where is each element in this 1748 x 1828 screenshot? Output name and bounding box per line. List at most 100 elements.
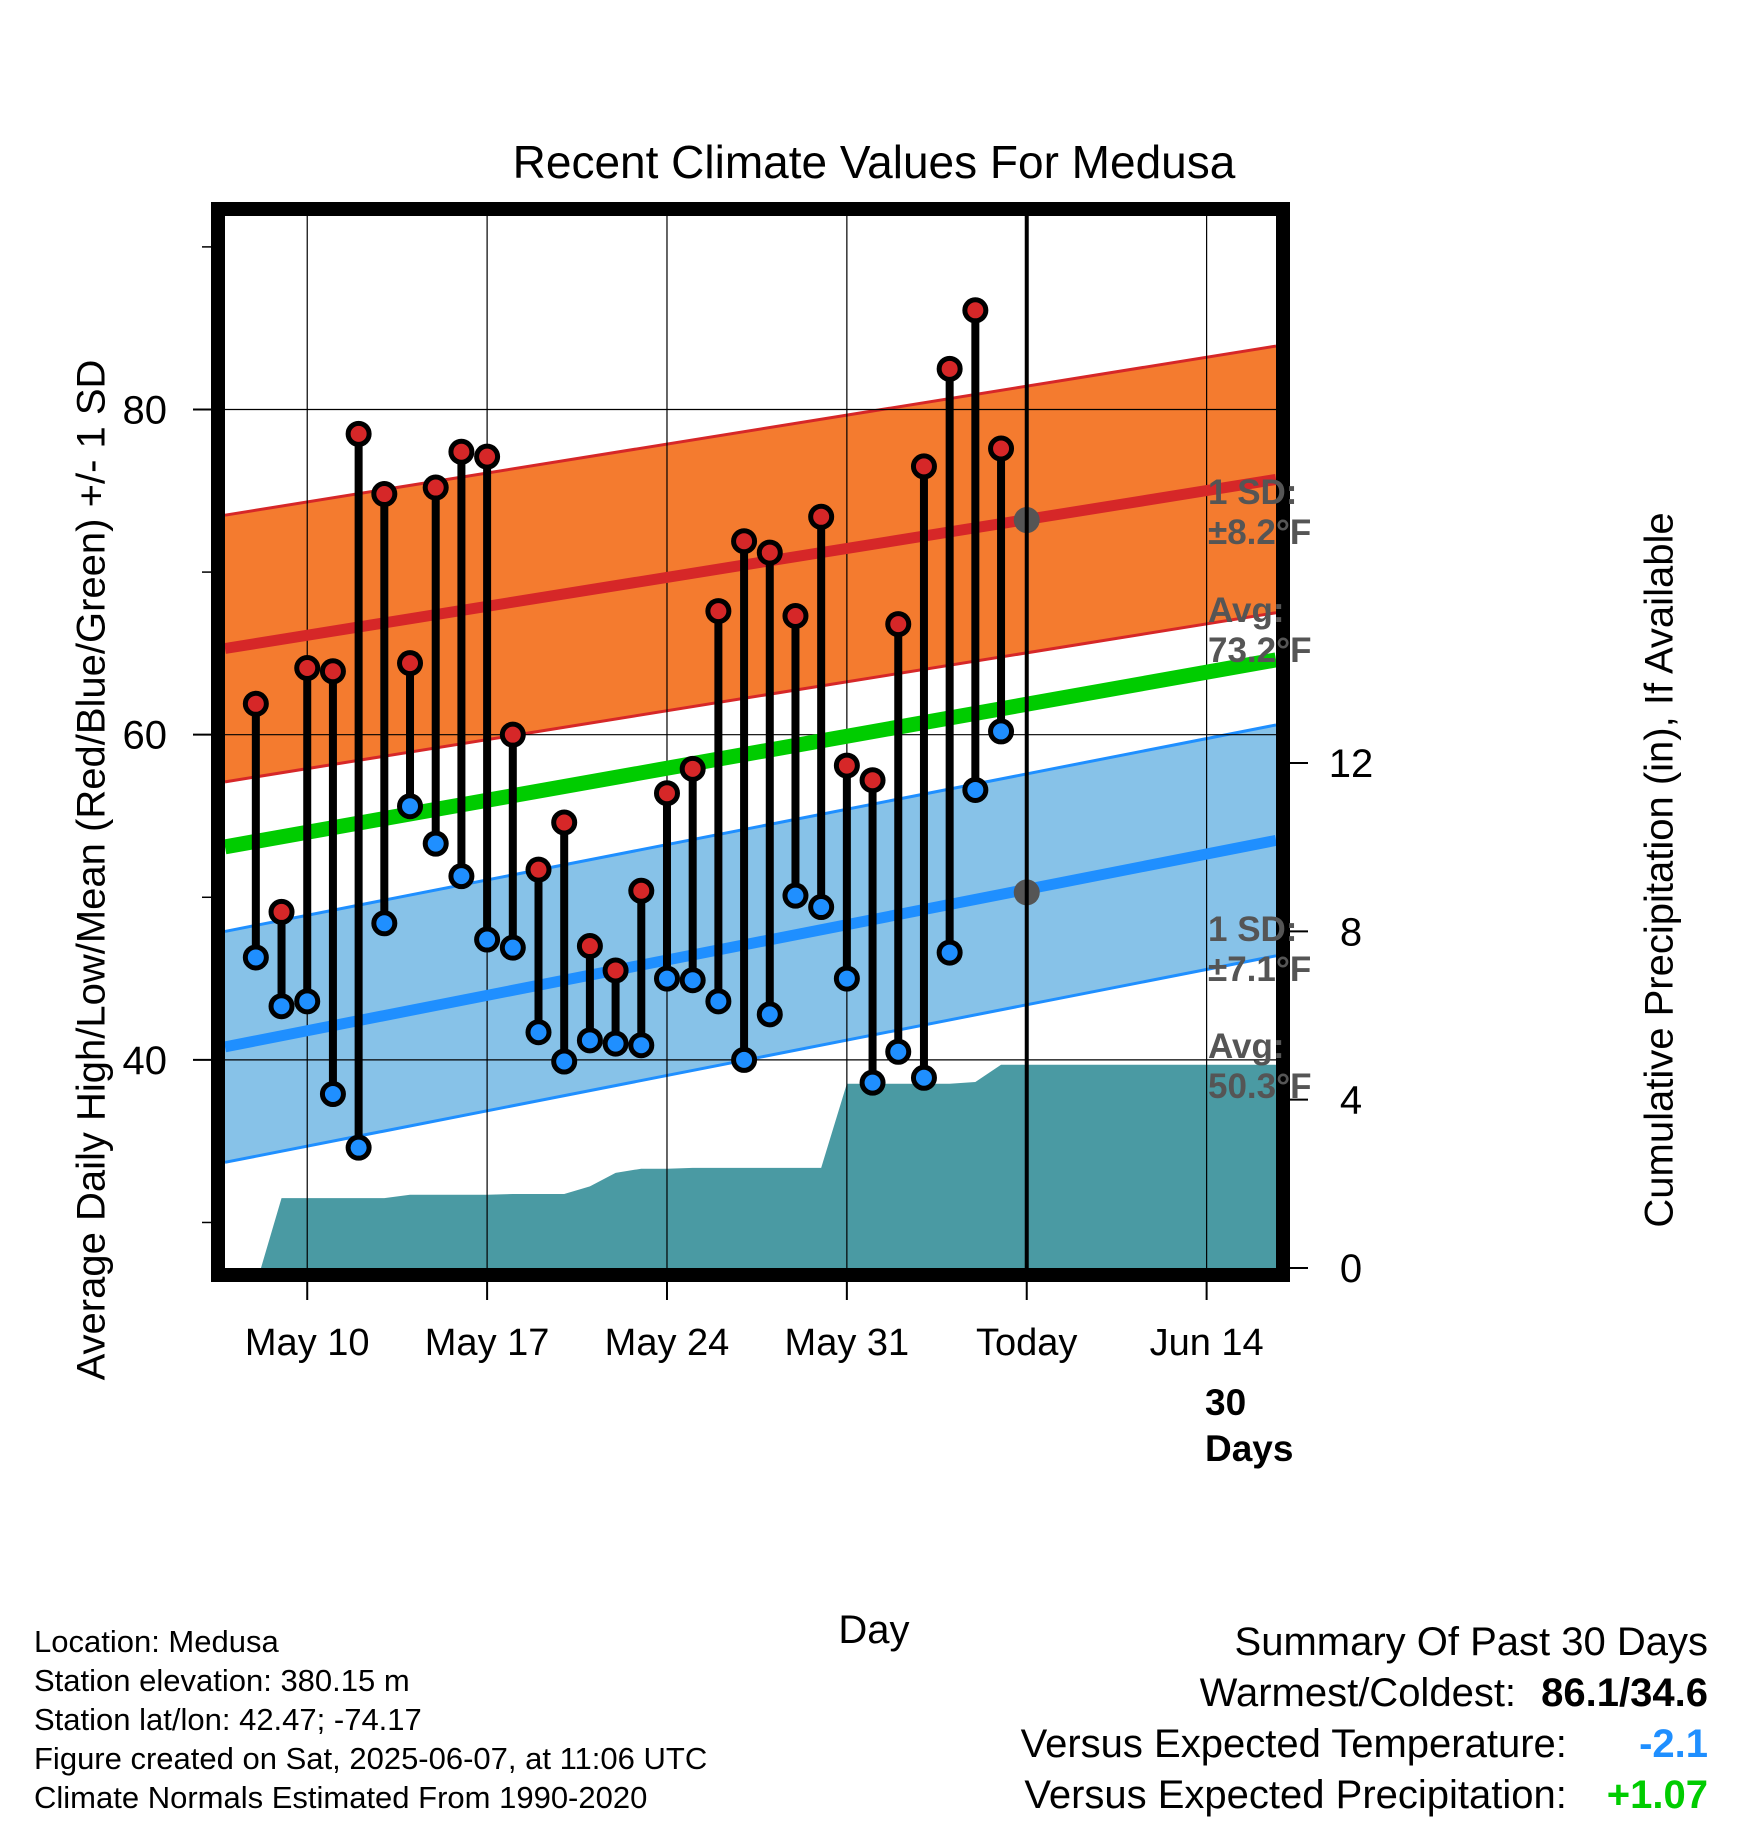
x-axis-label: Day (838, 1608, 910, 1652)
y-axis-right-label: Cumulative Precipitation (in), If Availa… (1637, 512, 1682, 1228)
daily-low-point (525, 1019, 552, 1046)
elevation-text: Station elevation: 380.15 m (34, 1663, 410, 1698)
location-text: Location: Medusa (34, 1624, 279, 1659)
high-sd-band-lower-edge (224, 611, 1277, 784)
daily-high-point (653, 780, 680, 807)
daily-low-point (988, 718, 1015, 745)
daily-high-point (782, 602, 809, 629)
daily-low-point (833, 965, 860, 992)
daily-high-point (345, 420, 372, 447)
precip-label: Versus Expected Precipitation: (1024, 1773, 1567, 1817)
daily-high-point (833, 752, 860, 779)
daily-high-point (422, 474, 449, 501)
summary-heading: Summary Of Past 30 Days (1234, 1620, 1708, 1664)
warmest-value: 86.1/34.6 (1541, 1671, 1708, 1715)
daily-high-point (885, 611, 912, 638)
daily-low-point (756, 1001, 783, 1028)
precip-value: +1.07 (1606, 1773, 1708, 1817)
temp-label: Versus Expected Temperature: (1020, 1722, 1567, 1766)
daily-low-point (576, 1027, 603, 1054)
axes: May 10 May 17 May 24 May 31 Today Jun 1440608… (123, 246, 1374, 1364)
daily-high-point (397, 650, 424, 677)
daily-high-point (731, 528, 758, 555)
daily-low-point (397, 793, 424, 820)
daily-high-point (576, 933, 603, 960)
daily-low-point (474, 926, 501, 953)
chart-title: Recent Climate Values For Medusa (512, 136, 1236, 188)
x-tick-label: May 10 (245, 1322, 370, 1364)
daily-high-point (705, 598, 732, 625)
y-left-tick-label: 60 (123, 714, 168, 758)
daily-low-point (962, 776, 989, 803)
daily-high-point (371, 481, 398, 508)
plot-frame (211, 202, 1290, 1282)
latlon-text: Station lat/lon: 42.47; -74.17 (34, 1702, 422, 1737)
daily-range-bars (242, 297, 1015, 1161)
daily-low-point (345, 1134, 372, 1161)
normal-high-line (224, 473, 1277, 654)
daily-low-point (422, 830, 449, 857)
daily-high-point (551, 809, 578, 836)
daily-low-point (885, 1038, 912, 1065)
daily-high-point (242, 690, 269, 717)
y-right-tick-label: 4 (1340, 1079, 1362, 1123)
x-tick-label: Jun 14 (1150, 1322, 1264, 1364)
normal-mean-line (223, 652, 1278, 855)
unit-label: °F (1275, 513, 1312, 552)
temp-value: -2.1 (1639, 1722, 1708, 1766)
y-axis-left-label: Average Daily High/Low/Mean (Red/Blue/Gr… (69, 359, 114, 1381)
daily-high-point (268, 898, 295, 925)
daily-low-point (319, 1081, 346, 1108)
x-tick-label: May 31 (785, 1322, 910, 1364)
daily-low-point (294, 988, 321, 1015)
y-right-tick-label: 12 (1329, 742, 1374, 786)
daily-low-point (602, 1030, 629, 1057)
daily-low-point (705, 988, 732, 1015)
y-right-tick-label: 0 (1340, 1247, 1362, 1291)
daily-low-point (679, 967, 706, 994)
daily-low-point (448, 863, 475, 890)
daily-low-point (551, 1048, 578, 1075)
high-sd-annotation: 1 SD: ±8.2°F (1208, 473, 1312, 552)
x-tick-label: Today (976, 1322, 1077, 1364)
daily-low-point (628, 1032, 655, 1059)
unit-label: °F (1275, 950, 1312, 989)
daily-high-point (294, 655, 321, 682)
daily-high-point (602, 957, 629, 984)
daily-high-point (679, 755, 706, 782)
precipitation-fill (245, 1064, 1276, 1268)
daily-low-point (782, 882, 809, 909)
x-tick-label: May 24 (605, 1322, 730, 1364)
daily-low-point (859, 1069, 886, 1096)
created-text: Figure created on Sat, 2025-06-07, at 11… (34, 1741, 708, 1776)
unit-label: °F (1276, 1067, 1312, 1106)
daily-low-point (653, 965, 680, 992)
daily-low-point (910, 1064, 937, 1091)
daily-high-point (936, 355, 963, 382)
high-avg-annotation: Avg: 73.2°F (1208, 591, 1312, 670)
daily-high-point (808, 503, 835, 530)
summary-warmest-row: Warmest/Coldest: 86.1/34.6 (808, 1668, 1708, 1719)
y-left-tick-label: 40 (123, 1039, 168, 1083)
daily-high-point (319, 658, 346, 685)
x-tick-label: May 17 (425, 1322, 550, 1364)
daily-low-point (242, 944, 269, 971)
daily-high-point (628, 877, 655, 904)
summary-panel: Summary Of Past 30 Days Warmest/Coldest:… (808, 1617, 1708, 1821)
daily-low-point (268, 993, 295, 1020)
daily-low-point (936, 939, 963, 966)
daily-high-point (756, 539, 783, 566)
daily-high-point (962, 297, 989, 324)
y-left-tick-label: 80 (123, 388, 168, 432)
daily-high-point (859, 767, 886, 794)
daily-low-point (731, 1046, 758, 1073)
normals-text: Climate Normals Estimated From 1990-2020 (34, 1780, 648, 1815)
low-avg-annotation: Avg: 50.3°F (1208, 1027, 1312, 1106)
daily-high-point (499, 721, 526, 748)
daily-low-point (499, 934, 526, 961)
daily-high-point (988, 435, 1015, 462)
warmest-label: Warmest/Coldest: (1199, 1671, 1517, 1715)
daily-high-point (525, 856, 552, 883)
days-annotation: 30 Days (1205, 1382, 1294, 1469)
